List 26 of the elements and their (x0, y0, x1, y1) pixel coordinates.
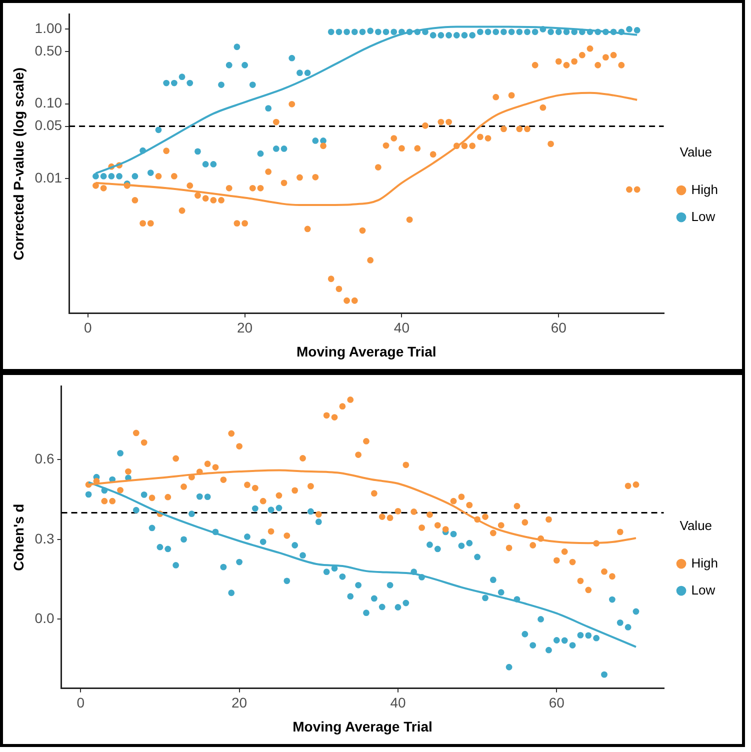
x-axis-title: Moving Average Trial (296, 343, 436, 360)
y-tick-label: 0.3 (34, 530, 54, 546)
legend-label: High (691, 555, 718, 570)
y-tick-label: 1.00 (34, 20, 62, 36)
legend-title: Value (680, 144, 712, 160)
legend-label: Low (691, 582, 716, 598)
x-tick-label: 20 (237, 320, 253, 336)
legend-label: Low (691, 208, 716, 224)
y-tick-label: 0.50 (34, 42, 62, 59)
legend-label: High (691, 182, 718, 197)
y-axis-title: Corrected P-value (log scale) (10, 67, 26, 260)
legend-title: Value (680, 518, 712, 533)
y-tick-label: 0.10 (34, 94, 62, 111)
x-axis-title: Moving Average Trial (292, 718, 432, 734)
y-tick-label: 0.0 (34, 610, 54, 626)
y-axis-title: Cohen's d (10, 504, 26, 571)
x-tick-label: 40 (394, 320, 410, 336)
x-tick-label: 60 (548, 694, 565, 711)
y-tick-label: 0.01 (34, 169, 62, 186)
x-tick-label: 0 (76, 694, 85, 711)
x-tick-label: 40 (390, 694, 406, 711)
y-tick-label: 0.6 (34, 450, 54, 466)
x-tick-label: 20 (232, 694, 248, 711)
y-tick-label: 0.05 (34, 117, 62, 134)
x-tick-label: 0 (84, 320, 92, 336)
x-tick-label: 60 (550, 320, 567, 336)
